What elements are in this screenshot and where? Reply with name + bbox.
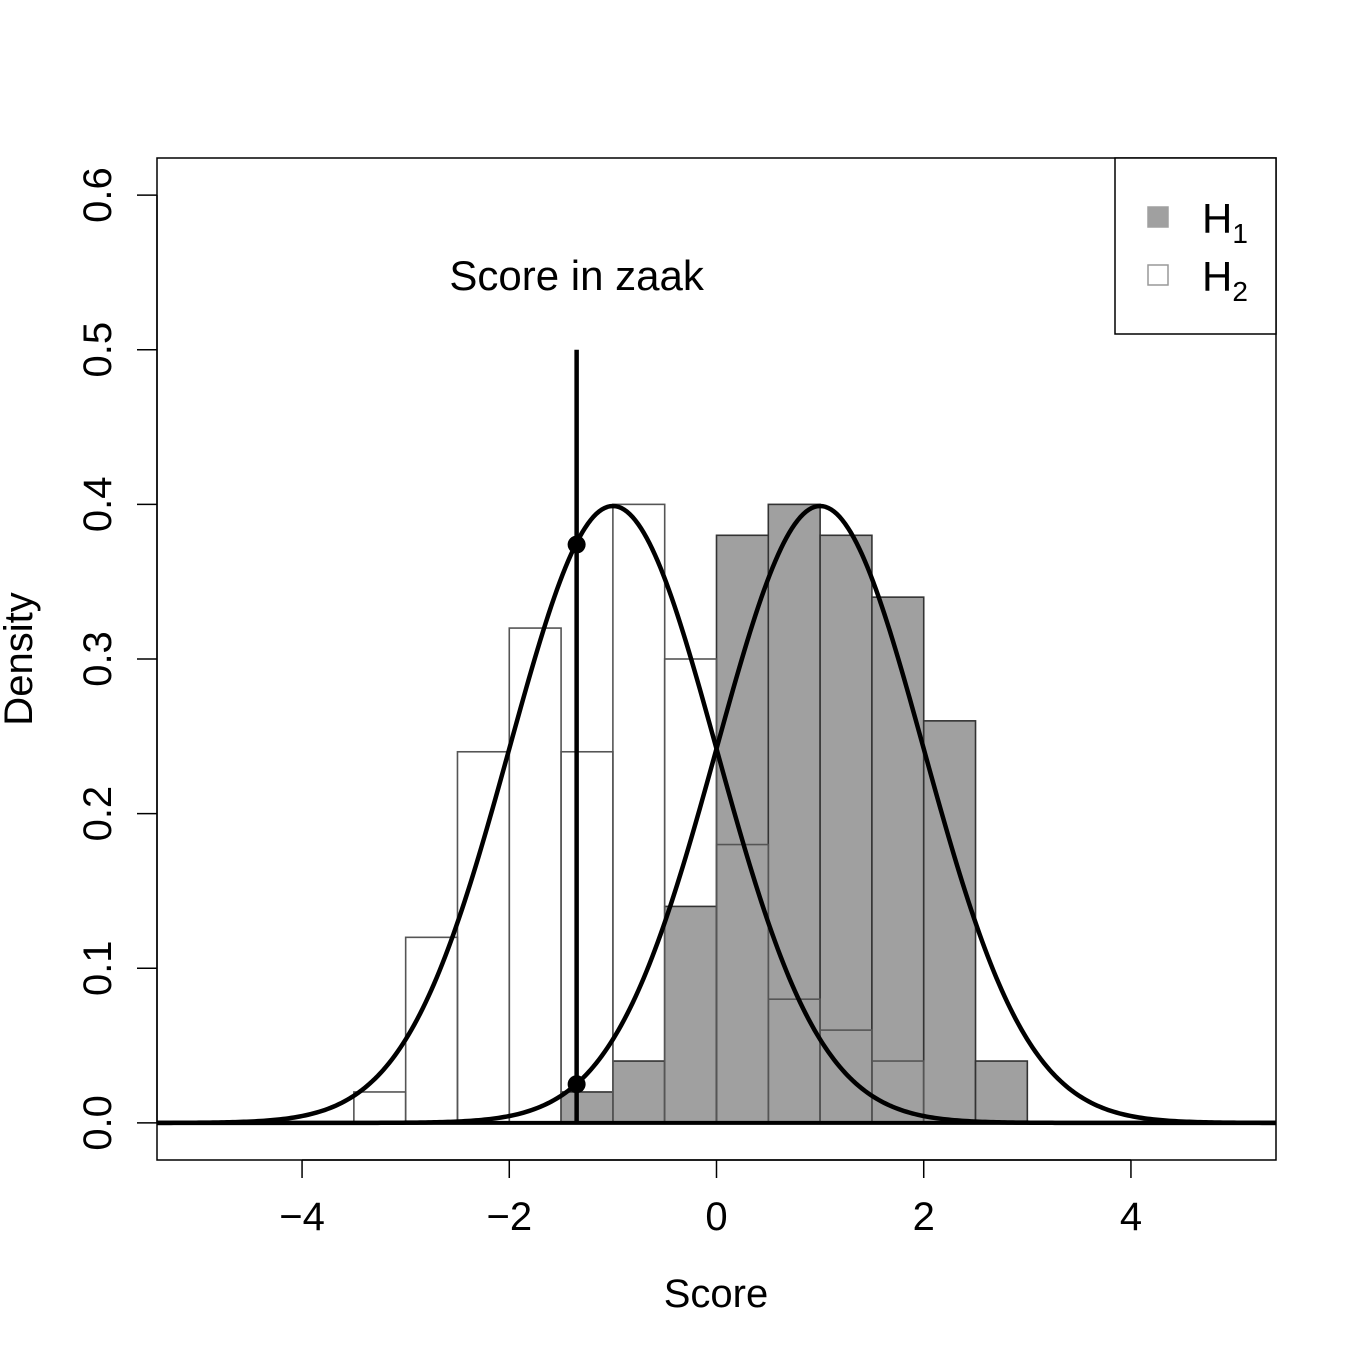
legend-swatch-h1 bbox=[1147, 206, 1169, 228]
legend-label-h1: H1 bbox=[1202, 195, 1248, 249]
y-tick-label: 0.2 bbox=[76, 786, 120, 842]
histogram-bar-h1-6 bbox=[871, 596, 925, 1124]
histogram-bar-h2-8 bbox=[767, 998, 821, 1124]
x-tick-label: −4 bbox=[279, 1195, 325, 1239]
density-curves bbox=[157, 503, 1276, 1126]
histogram-bar-h2-4 bbox=[560, 750, 614, 1124]
density-curve-h2 bbox=[157, 503, 1276, 1126]
legend-box bbox=[1114, 157, 1277, 335]
histogram-bar-h1-8 bbox=[974, 1060, 1029, 1124]
histogram-bar-h2-3 bbox=[508, 627, 562, 1124]
histogram-bar-h1-1 bbox=[612, 1060, 666, 1124]
y-tick-label: 0.6 bbox=[76, 167, 120, 223]
histogram-bar-h2-2 bbox=[456, 750, 511, 1124]
case-score-marker: Score in zaak bbox=[449, 252, 705, 1123]
x-tick-label: 2 bbox=[913, 1195, 935, 1239]
x-axis: −4 −2 0 2 4 bbox=[279, 1159, 1142, 1239]
histogram-bar-h2-0 bbox=[353, 1091, 407, 1124]
x-tick-label: 4 bbox=[1120, 1195, 1142, 1239]
case-score-label: Score in zaak bbox=[449, 252, 704, 299]
histogram-bar-h1-2 bbox=[663, 905, 718, 1124]
case-score-point-1 bbox=[567, 535, 586, 554]
histogram-bar-h2-7 bbox=[715, 843, 770, 1124]
y-tick-label: 0.5 bbox=[76, 322, 120, 378]
case-score-point-2 bbox=[567, 1075, 586, 1094]
x-tick-label: 0 bbox=[705, 1195, 727, 1239]
y-tick-label: 0.4 bbox=[76, 477, 120, 533]
histogram-bar-h1-5 bbox=[819, 534, 873, 1124]
y-axis: 0.0 0.1 0.2 0.3 0.4 0.5 0.6 bbox=[76, 167, 158, 1151]
y-tick-label: 0.1 bbox=[76, 940, 120, 996]
x-axis-title: Score bbox=[664, 1272, 769, 1316]
x-tick-label: −2 bbox=[486, 1195, 532, 1239]
legend-swatch-h2 bbox=[1147, 264, 1169, 286]
y-tick-label: 0.0 bbox=[76, 1095, 120, 1151]
y-axis-title: Density bbox=[0, 592, 41, 725]
y-tick-label: 0.3 bbox=[76, 631, 120, 687]
